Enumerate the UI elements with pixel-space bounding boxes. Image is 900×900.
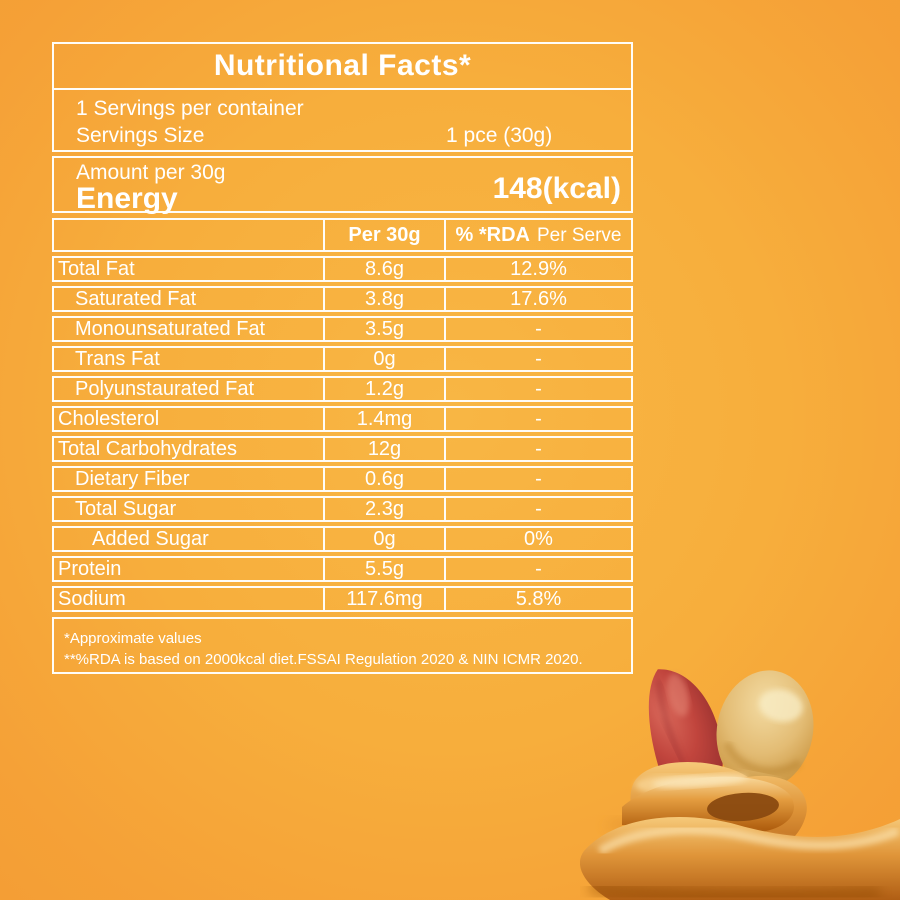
swirl-highlight bbox=[652, 774, 748, 788]
row-amount: 8.6g bbox=[323, 258, 444, 280]
row-label: Saturated Fat bbox=[75, 288, 197, 310]
peanut-butter-illustration bbox=[580, 669, 900, 900]
table-row: Trans Fat 0g - bbox=[52, 346, 633, 372]
ribbon-shade bbox=[589, 880, 881, 900]
table-row: Polyunstaurated Fat 1.2g - bbox=[52, 376, 633, 402]
table-row: Dietary Fiber 0.6g - bbox=[52, 466, 633, 492]
table-row: Total Sugar 2.3g - bbox=[52, 496, 633, 522]
row-rda: - bbox=[444, 468, 631, 490]
blanched-peanut-icon bbox=[716, 670, 814, 790]
table-row: Monounsaturated Fat 3.5g - bbox=[52, 316, 633, 342]
header-blank-cell bbox=[54, 220, 323, 251]
row-label: Polyunstaurated Fat bbox=[75, 378, 254, 400]
row-label: Added Sugar bbox=[92, 528, 209, 550]
header-rda: % *RDA Per Serve bbox=[444, 220, 631, 251]
servings-size-label: Servings Size bbox=[76, 124, 205, 147]
table-row: Added Sugar 0g 0% bbox=[52, 526, 633, 552]
row-amount: 2.3g bbox=[323, 498, 444, 520]
row-label: Protein bbox=[58, 558, 122, 580]
row-amount: 3.5g bbox=[323, 318, 444, 340]
footnotes: *Approximate values **%RDA is based on 2… bbox=[52, 617, 633, 674]
row-amount: 0.6g bbox=[323, 468, 444, 490]
servings-section: 1 Servings per container Servings Size 1… bbox=[52, 88, 633, 152]
row-rda: 17.6% bbox=[444, 288, 631, 310]
row-rda: 5.8% bbox=[444, 588, 631, 610]
row-label: Total Fat bbox=[58, 258, 135, 280]
header-rda-per-serve: Per Serve bbox=[536, 225, 622, 246]
row-label: Trans Fat bbox=[75, 348, 160, 370]
nutrition-facts-panel: Nutritional Facts* 1 Servings per contai… bbox=[52, 42, 633, 674]
row-rda: - bbox=[444, 318, 631, 340]
table-row: Cholesterol 1.4mg - bbox=[52, 406, 633, 432]
peanut-butter-ribbon bbox=[580, 817, 900, 900]
footnote-rda: **%RDA is based on 2000kcal diet.FSSAI R… bbox=[64, 651, 583, 668]
table-row: Total Fat 8.6g 12.9% bbox=[52, 256, 633, 282]
row-amount: 3.8g bbox=[323, 288, 444, 310]
row-rda: - bbox=[444, 348, 631, 370]
row-rda: - bbox=[444, 558, 631, 580]
row-label: Monounsaturated Fat bbox=[75, 318, 266, 340]
row-amount: 1.2g bbox=[323, 378, 444, 400]
row-amount: 0g bbox=[323, 348, 444, 370]
row-amount: 117.6mg bbox=[323, 588, 444, 610]
row-rda: 0% bbox=[444, 528, 631, 550]
row-rda: 12.9% bbox=[444, 258, 631, 280]
ribbon-gloss bbox=[597, 825, 900, 855]
row-amount: 12g bbox=[323, 438, 444, 460]
row-label: Cholesterol bbox=[58, 408, 160, 430]
footnote-approximate: *Approximate values bbox=[64, 630, 202, 647]
row-rda: - bbox=[444, 378, 631, 400]
table-header-row: Per 30g % *RDA Per Serve bbox=[52, 218, 633, 252]
energy-name: Energy bbox=[76, 182, 178, 215]
table-row: Sodium 117.6mg 5.8% bbox=[52, 586, 633, 612]
row-rda: - bbox=[444, 408, 631, 430]
table-row: Total Carbohydrates 12g - bbox=[52, 436, 633, 462]
servings-size-value: 1 pce (30g) bbox=[446, 124, 553, 147]
table-row: Saturated Fat 3.8g 17.6% bbox=[52, 286, 633, 312]
row-rda: - bbox=[444, 438, 631, 460]
energy-value: 148(kcal) bbox=[492, 172, 621, 205]
servings-per-container: 1 Servings per container bbox=[76, 97, 304, 120]
row-amount: 5.5g bbox=[323, 558, 444, 580]
row-label: Sodium bbox=[58, 588, 126, 610]
page-title: Nutritional Facts* bbox=[52, 42, 633, 90]
row-rda: - bbox=[444, 498, 631, 520]
row-amount: 1.4mg bbox=[323, 408, 444, 430]
row-label: Dietary Fiber bbox=[75, 468, 190, 490]
row-label: Total Carbohydrates bbox=[58, 438, 237, 460]
energy-section: Amount per 30g Energy 148(kcal) bbox=[52, 156, 633, 215]
row-amount: 0g bbox=[323, 528, 444, 550]
row-label: Total Sugar bbox=[75, 498, 177, 520]
swirl-fold-shadow bbox=[707, 792, 779, 822]
header-rda-bold: % *RDA bbox=[455, 224, 530, 246]
amount-per-label: Amount per 30g bbox=[76, 161, 226, 184]
header-per-30g: Per 30g bbox=[323, 220, 444, 251]
table-row: Protein 5.5g - bbox=[52, 556, 633, 582]
